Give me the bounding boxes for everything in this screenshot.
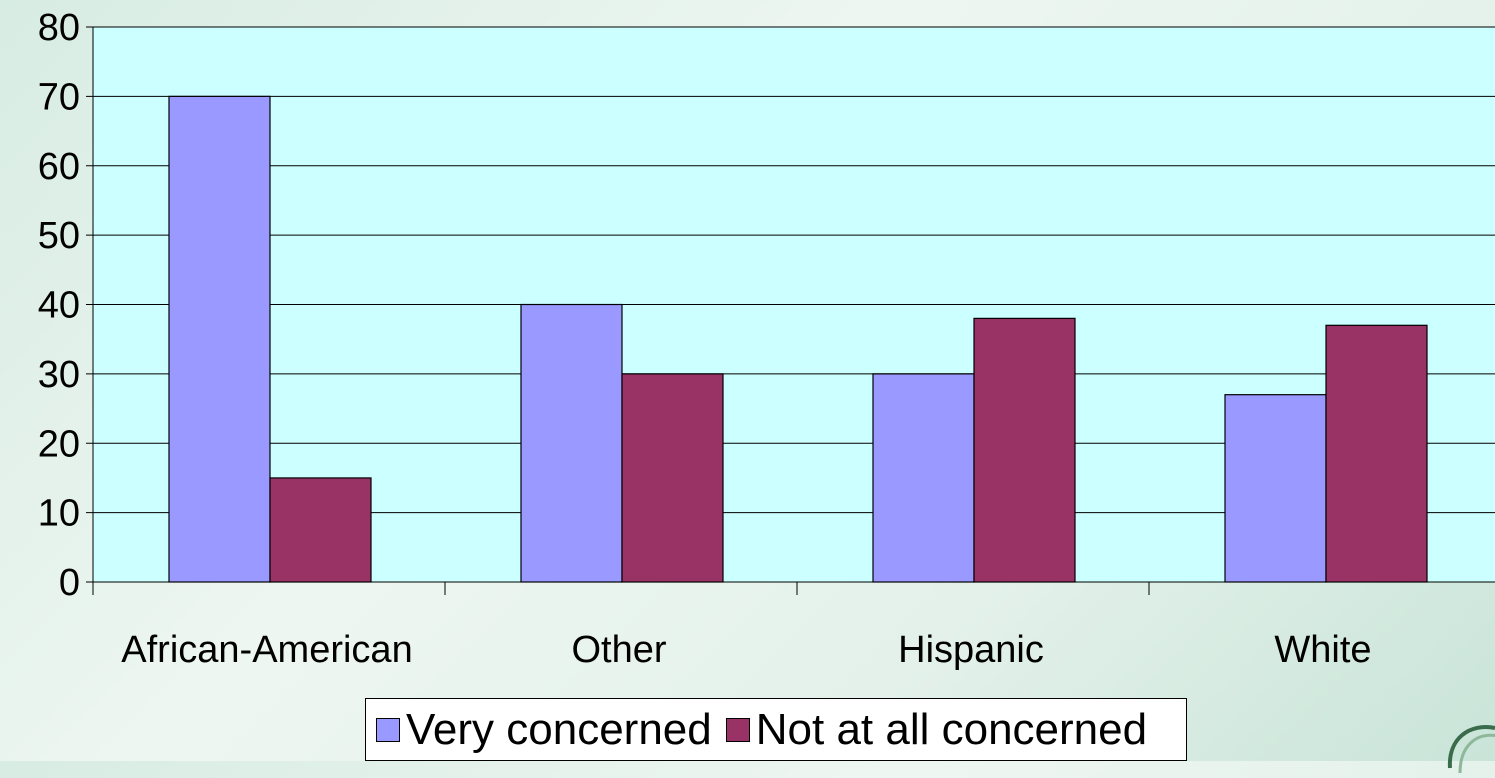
bar-not-at-all-concerned-hispanic <box>973 317 1076 583</box>
bars <box>168 95 1428 583</box>
y-tick-labels: 0 10 20 30 40 50 60 70 80 <box>38 7 93 604</box>
chart-slide: 0 10 20 30 40 50 60 70 80 African-American Other H… <box>38 7 1495 774</box>
legend-label-very-concerned: Very concerned <box>406 704 712 754</box>
y-tick-label-30: 30 <box>38 354 80 396</box>
y-tick-label-80: 80 <box>38 7 80 49</box>
legend-swatch-not-at-all-concerned <box>725 717 750 742</box>
x-category-label-white: White <box>1274 629 1371 671</box>
x-category-label-african-american: African-American <box>121 629 412 671</box>
legend-item-very-concerned: Very concerned <box>376 705 712 755</box>
y-tick-label-60: 60 <box>38 146 80 188</box>
y-tick-label-70: 70 <box>38 76 80 118</box>
legend-swatch-very-concerned <box>376 717 400 742</box>
legend: Very concerned Not at all concerned <box>365 698 1187 761</box>
y-tick-label-0: 0 <box>59 562 80 604</box>
y-tick-label-40: 40 <box>38 285 80 327</box>
bar-not-at-all-concerned-other <box>621 373 724 583</box>
bar-very-concerned-african-american <box>168 95 271 583</box>
bar-chart: 0 10 20 30 40 50 60 70 80 African-American Other H… <box>38 7 1495 671</box>
x-category-labels: African-American Other Hispanic White <box>121 629 1371 671</box>
logo-swirl-icon <box>1447 725 1495 774</box>
bar-very-concerned-other <box>520 303 623 583</box>
y-tick-label-10: 10 <box>38 493 80 535</box>
legend-label-not-at-all-concerned: Not at all concerned <box>755 704 1148 754</box>
x-category-label-hispanic: Hispanic <box>898 629 1044 671</box>
bar-not-at-all-concerned-white <box>1325 324 1428 583</box>
legend-item-not-at-all-concerned: Not at all concerned <box>725 704 1148 755</box>
x-category-label-other: Other <box>571 629 666 671</box>
bar-very-concerned-hispanic <box>872 373 975 583</box>
y-tick-label-50: 50 <box>38 215 80 257</box>
bar-very-concerned-white <box>1224 394 1327 583</box>
bar-not-at-all-concerned-african-american <box>269 477 372 583</box>
y-tick-label-20: 20 <box>38 423 80 465</box>
